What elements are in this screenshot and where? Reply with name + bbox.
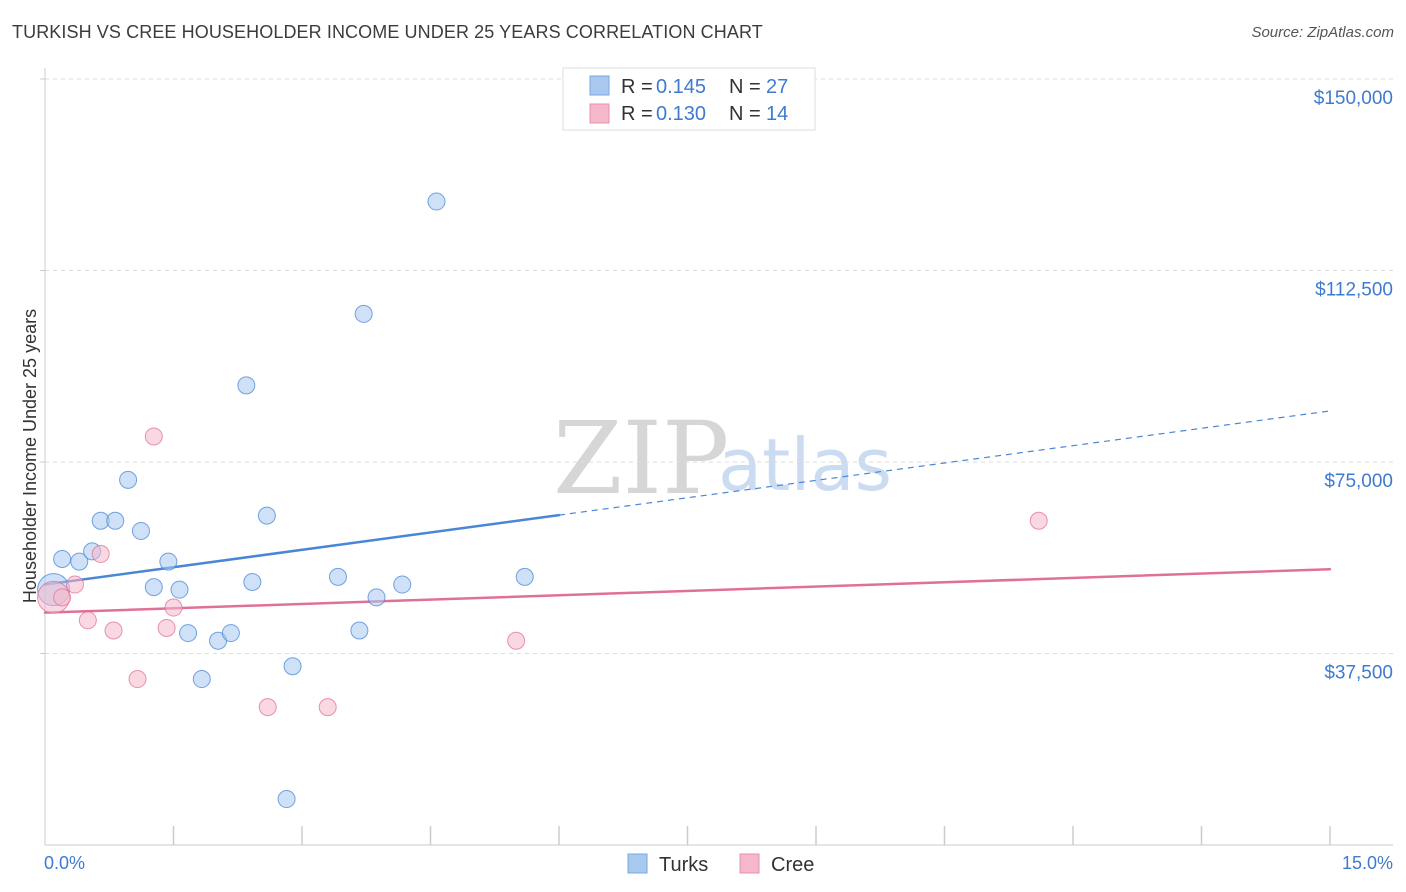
- series-legend-swatch-cree: [739, 853, 760, 874]
- point-cree-11: [318, 698, 337, 717]
- point-turks-26: [515, 567, 534, 586]
- data-points: [37, 192, 1048, 809]
- point-turks-2: [70, 552, 89, 571]
- point-turks-11: [179, 624, 198, 643]
- point-turks-16: [243, 573, 262, 592]
- point-turks-6: [119, 470, 138, 489]
- point-cree-8: [157, 618, 176, 637]
- y-tick-label-3: $150,000: [1314, 88, 1393, 109]
- x-tick-label-max: 15.0%: [1342, 853, 1393, 873]
- point-turks-22: [354, 304, 373, 323]
- point-turks-14: [221, 624, 240, 643]
- legend-n-value-cree: 14: [766, 103, 788, 125]
- legend-n-label-turks: N =: [729, 76, 761, 98]
- point-cree-4: [91, 544, 110, 563]
- gridlines: [40, 78, 1393, 654]
- trend-line-turks: [43, 513, 561, 586]
- point-turks-10: [170, 580, 189, 599]
- legend-r-value-cree: 0.130: [656, 103, 706, 125]
- trend-line-cree: [43, 567, 1332, 614]
- point-turks-23: [367, 588, 386, 607]
- watermark: ZIP atlas: [553, 400, 892, 517]
- point-cree-9: [164, 598, 183, 617]
- legend-r-value-turks: 0.145: [656, 76, 706, 98]
- point-cree-7: [144, 427, 163, 446]
- legend-r-label-turks: R =: [621, 76, 653, 98]
- watermark-atlas: atlas: [718, 423, 892, 507]
- series-legend-label-cree: Cree: [771, 854, 814, 876]
- point-turks-15: [237, 376, 256, 395]
- chart-title: TURKISH VS CREE HOUSEHOLDER INCOME UNDER…: [12, 22, 763, 42]
- point-turks-24: [393, 575, 412, 594]
- point-turks-18: [277, 790, 296, 809]
- point-cree-12: [507, 631, 526, 650]
- legend-swatch-turks: [589, 75, 610, 96]
- point-turks-1: [53, 550, 72, 569]
- point-turks-25: [427, 192, 446, 211]
- y-tick-label-0: $37,500: [1324, 663, 1393, 684]
- point-turks-8: [144, 578, 163, 597]
- point-cree-1: [53, 588, 72, 607]
- point-turks-20: [328, 567, 347, 586]
- x-ticks: [172, 826, 1331, 845]
- legend-n-value-turks: 27: [766, 76, 788, 98]
- y-tick-labels: $37,500 $75,000 $112,500 $150,000: [1314, 88, 1393, 684]
- point-turks-12: [192, 670, 211, 689]
- series-legend-label-turks: Turks: [659, 854, 708, 876]
- point-cree-10: [258, 698, 277, 717]
- source-label: Source: ZipAtlas.com: [1251, 24, 1394, 41]
- y-axis-label: Householder Income Under 25 years: [20, 309, 40, 603]
- trend-line-extension-turks: [558, 410, 1331, 516]
- series-legend-swatch-turks: [627, 853, 648, 874]
- point-cree-3: [78, 611, 97, 630]
- legend-n-label-cree: N =: [729, 103, 761, 125]
- point-turks-19: [283, 657, 302, 676]
- point-turks-21: [350, 621, 369, 640]
- legend-r-label-cree: R =: [621, 103, 653, 125]
- point-cree-6: [128, 670, 147, 689]
- point-cree-5: [104, 621, 123, 640]
- point-turks-9: [159, 552, 178, 571]
- x-tick-label-min: 0.0%: [44, 853, 85, 873]
- stats-legend: R = 0.145 N = 27 R = 0.130 N = 14: [562, 67, 816, 131]
- point-turks-7: [131, 521, 150, 540]
- trend-lines: [43, 410, 1332, 614]
- watermark-zip: ZIP: [553, 400, 729, 517]
- series-legend: Turks Cree: [627, 853, 814, 876]
- legend-swatch-cree: [589, 103, 610, 124]
- axes: [44, 68, 1393, 846]
- y-tick-label-1: $75,000: [1324, 471, 1393, 492]
- y-tick-label-2: $112,500: [1315, 280, 1393, 301]
- point-turks-5: [106, 511, 125, 530]
- point-cree-13: [1029, 511, 1048, 530]
- point-turks-17: [257, 506, 276, 525]
- point-cree-2: [65, 575, 84, 594]
